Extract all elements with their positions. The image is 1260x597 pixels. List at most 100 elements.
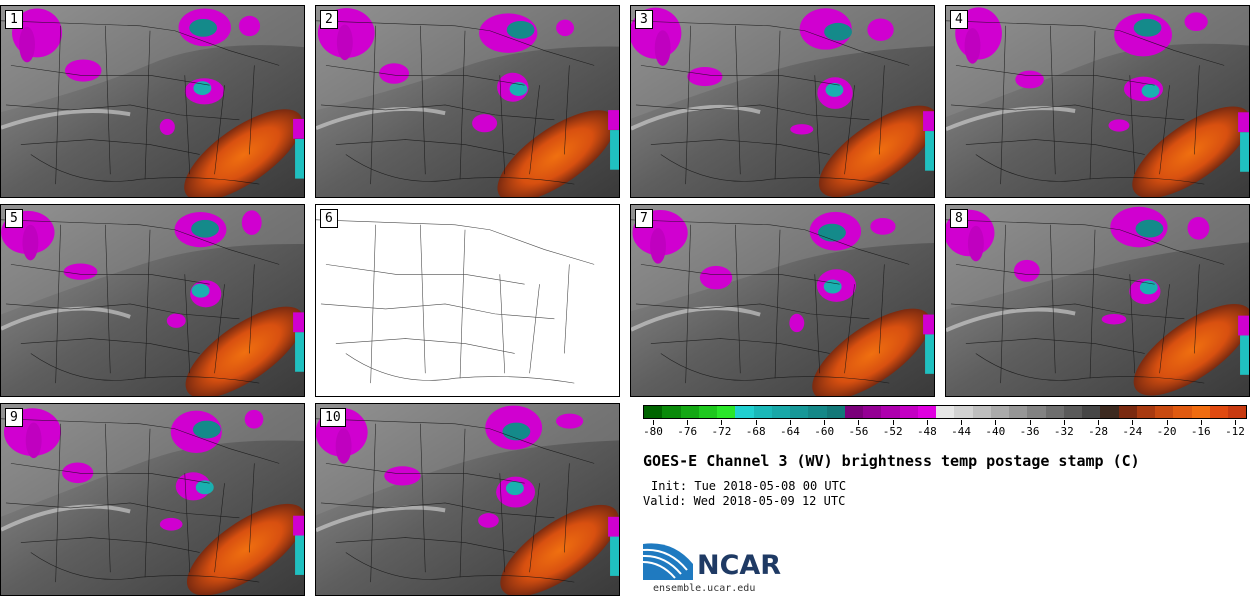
colorbar-tick-mark [926,420,928,425]
colorbar-tick-mark [755,420,757,425]
map-panel-3: 3 [630,5,935,198]
colorbar-tick-label: -44 [951,425,972,438]
colorbar [643,405,1247,419]
colorbar-tick-mark [1132,420,1134,425]
colorbar-cell [1173,406,1192,418]
colorbar-cell [1191,406,1210,418]
colorbar-tick-mark [961,420,963,425]
colorbar-tick-label: -28 [1088,425,1108,438]
colorbar-tick-mark [721,420,723,425]
colorbar-cell [1063,406,1082,418]
logo-text: NCAR [697,550,782,581]
colorbar-cell [680,406,699,418]
colorbar-cell [1082,406,1101,418]
colorbar-ticks: -80 -76 -72 -68 -64 -60 -56 -52 -48 -44 -40 -36 -32 -… [643,420,1247,450]
colorbar-cell [899,406,918,418]
colorbar-tick-label: -56 [848,425,869,438]
colorbar-tick-label: -32 [1053,425,1074,438]
colorbar-tick-label: -80 [643,425,663,438]
colorbar-cell [662,406,681,418]
panel-number-label: 6 [320,209,338,228]
colorbar-tick-label: -68 [745,425,766,438]
colorbar-tick-mark [1029,420,1031,425]
map-panel-8: 8 [945,204,1250,397]
logo-url: ensemble.ucar.edu [653,583,756,594]
map-image [316,6,619,197]
colorbar-cell [936,406,955,418]
colorbar-tick-label: -52 [882,425,903,438]
panel-number-label: 3 [635,10,653,29]
colorbar-tick-mark [995,420,997,425]
panel-number-label: 4 [950,10,968,29]
colorbar-cell [863,406,882,418]
map-image [316,404,619,595]
colorbar-tick-mark [892,420,894,425]
colorbar-tick-label: -12 [1225,425,1245,438]
colorbar-tick-label: -20 [1156,425,1177,438]
panel-number-label: 8 [950,209,968,228]
colorbar-cell [917,406,936,418]
colorbar-tick-mark [1166,420,1168,425]
map-image [631,205,934,396]
colorbar-tick-label: -72 [711,425,732,438]
colorbar-tick-mark [1235,420,1236,425]
init-time: Init: Tue 2018-05-08 00 UTC [651,479,847,493]
colorbar-cell [644,406,663,418]
map-image [1,6,304,197]
colorbar-cell [1045,406,1064,418]
map-image [631,6,934,197]
colorbar-tick-label: -36 [1019,425,1040,438]
colorbar-cell [990,406,1009,418]
colorbar-cell [972,406,991,418]
colorbar-tick-label: -76 [677,425,698,438]
colorbar-tick-mark [1063,420,1065,425]
panel-number-label: 2 [320,10,338,29]
panel-number-label: 1 [5,10,23,29]
map-panel-9: 9 [0,403,305,596]
panel-number-label: 5 [5,209,23,228]
map-image [946,205,1249,396]
colorbar-cell [771,406,790,418]
colorbar-tick-mark [789,420,791,425]
map-panel-2: 2 [315,5,620,198]
colorbar-tick-label: -64 [780,425,800,438]
colorbar-cell [1027,406,1046,418]
colorbar-tick-mark [824,420,826,425]
colorbar-tick-mark [1098,420,1100,425]
map-panel-4: 4 [945,5,1250,198]
valid-time: Valid: Wed 2018-05-09 12 UTC [643,494,846,508]
colorbar-cell [1118,406,1137,418]
colorbar-cell [881,406,900,418]
colorbar-cell [1100,406,1119,418]
colorbar-tick-label: -60 [814,425,835,438]
colorbar-cell [735,406,754,418]
colorbar-cell [1009,406,1028,418]
colorbar-cell [808,406,827,418]
colorbar-cell [954,406,973,418]
colorbar-cell [1209,406,1228,418]
map-panel-6: 6 [315,204,620,397]
colorbar-tick-label: -48 [916,425,937,438]
map-panel-7: 7 [630,204,935,397]
colorbar-cell [698,406,717,418]
colorbar-cell [1155,406,1174,418]
colorbar-tick-label: -16 [1190,425,1211,438]
colorbar-cell [790,406,809,418]
map-panel-5: 5 [0,204,305,397]
colorbar-cell [1136,406,1155,418]
panel-number-label: 10 [320,408,346,427]
panel-number-label: 7 [635,209,653,228]
map-image [1,404,304,595]
colorbar-tick-label: -40 [985,425,1006,438]
colorbar-tick-mark [1200,420,1202,425]
colorbar-tick-mark [687,420,689,425]
ncar-logo-icon [643,543,693,580]
map-panel-10: 10 [315,403,620,596]
map-image [946,6,1249,197]
colorbar-cell [717,406,736,418]
colorbar-tick-mark [653,420,654,425]
colorbar-cell [1228,406,1247,418]
colorbar-cell [844,406,863,418]
colorbar-tick-label: -24 [1122,425,1143,438]
plot-title: GOES-E Channel 3 (WV) brightness temp po… [643,452,1140,470]
